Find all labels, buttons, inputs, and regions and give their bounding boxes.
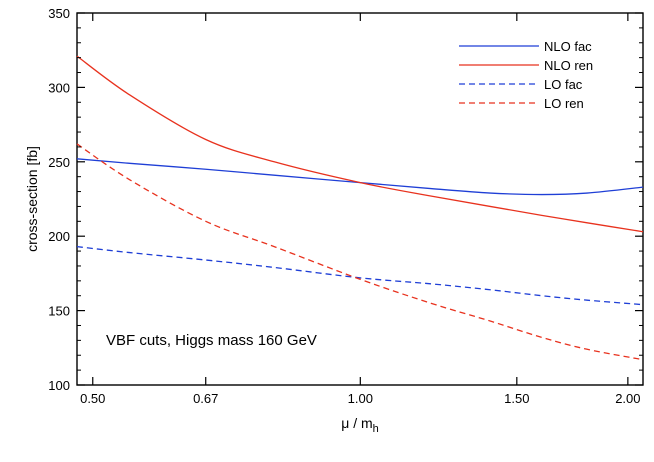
x-axis-title-main: μ / m xyxy=(341,415,372,431)
x-tick-label: 0.50 xyxy=(80,391,105,406)
legend: NLO fac NLO ren LO fac LO ren xyxy=(459,39,593,111)
y-tick-label: 250 xyxy=(48,155,70,170)
y-tick-label: 200 xyxy=(48,229,70,244)
x-tick-label: 0.67 xyxy=(193,391,218,406)
y-tick-label: 150 xyxy=(48,304,70,319)
x-tick-label: 2.00 xyxy=(615,391,640,406)
y-axis-title: cross-section [fb] xyxy=(24,146,40,252)
y-tick-label: 100 xyxy=(48,378,70,393)
x-axis-title-sub: h xyxy=(373,423,379,435)
legend-label-nlo-ren: NLO ren xyxy=(544,58,593,73)
y-tick-label: 350 xyxy=(48,6,70,21)
x-tick-label: 1.50 xyxy=(504,391,529,406)
legend-label-nlo-fac: NLO fac xyxy=(544,39,592,54)
annotation-text: VBF cuts, Higgs mass 160 GeV xyxy=(106,332,317,349)
series-line-lo-fac xyxy=(76,245,644,306)
x-tick-label: 1.00 xyxy=(348,391,373,406)
legend-label-lo-ren: LO ren xyxy=(544,96,584,111)
x-axis-title: μ / mh xyxy=(341,415,379,435)
series-layer xyxy=(76,55,644,361)
series-line-nlo-ren xyxy=(76,55,644,233)
tick-layer: 100 150 200 250 300 350 0.50 0.67 1.00 1.50 2.00 xyxy=(48,6,643,406)
legend-label-lo-fac: LO fac xyxy=(544,77,583,92)
series-line-nlo-fac xyxy=(76,158,644,196)
series-line-lo-ren xyxy=(76,143,644,361)
y-tick-label: 300 xyxy=(48,80,70,95)
